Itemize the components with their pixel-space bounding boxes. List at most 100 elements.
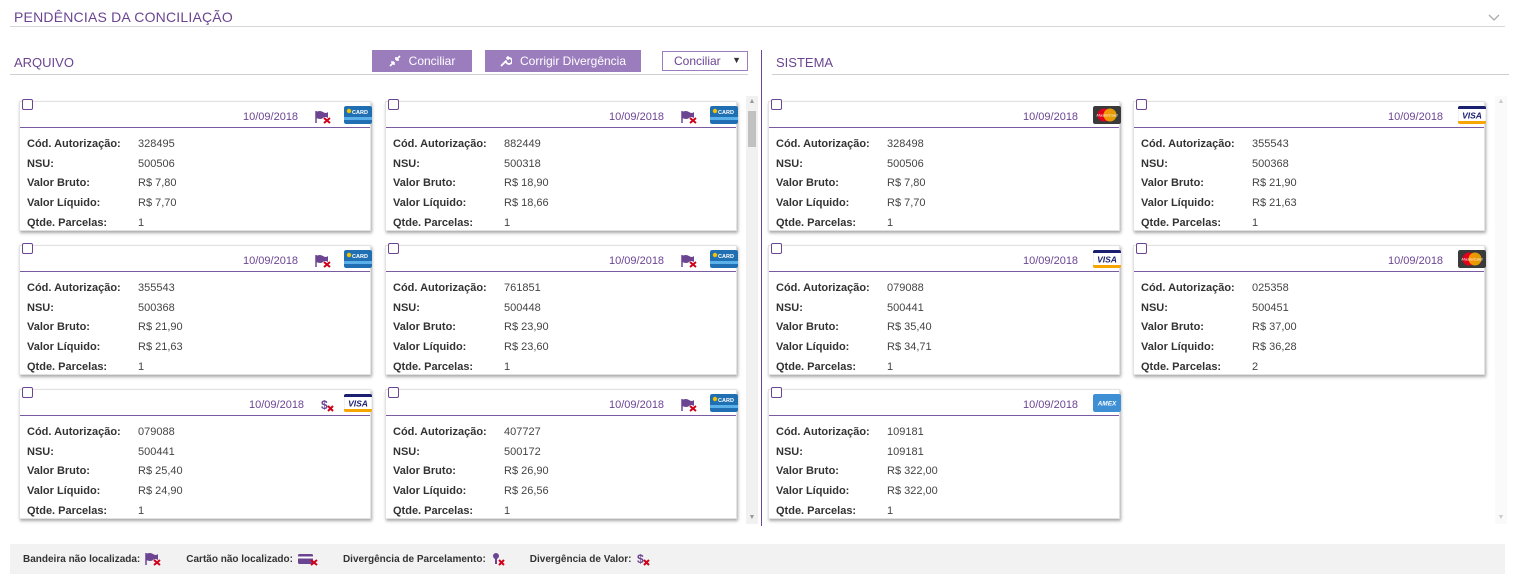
select-caret-icon: ▼ — [732, 55, 741, 65]
card-date: 10/09/2018 — [609, 111, 665, 123]
scroll-thumb[interactable] — [748, 111, 756, 147]
field-value-bruto: R$ 7,80 — [887, 177, 926, 190]
transaction-card[interactable]: 10/09/2018 MasterCard Cód. Autorização: 025… — [1133, 243, 1486, 377]
transaction-card[interactable]: 10/09/2018 CARD Cód. Autorização: 882449 NSU… — [385, 99, 738, 233]
transaction-card[interactable]: 10/09/2018 AMEX Cód. Autorização: 109181 NSU… — [768, 387, 1121, 521]
transaction-card[interactable]: 10/09/2018 $ VISA Cód. Autorização: 079088 NS… — [19, 387, 372, 519]
card-checkbox[interactable] — [1136, 99, 1147, 110]
card-row-nsu: NSU: 500451 — [1141, 298, 1478, 318]
card-row-autorizacao: Cód. Autorização: 761851 — [393, 278, 730, 298]
scroll-down-icon[interactable]: ▼ — [1497, 514, 1505, 521]
scroll-up-icon[interactable]: ▲ — [1497, 98, 1505, 105]
card-row-bruto: Valor Bruto: R$ 18,90 — [393, 174, 730, 194]
field-value-nsu: 109181 — [887, 445, 924, 458]
card-row-bruto: Valor Bruto: R$ 21,90 — [27, 318, 364, 338]
bandeira-nao-localizada-icon — [315, 255, 331, 268]
card-row-parcelas: Qtde. Parcelas: 1 — [393, 213, 730, 233]
card-checkbox[interactable] — [22, 99, 33, 110]
card-body: Cód. Autorização: 109181 NSU: 109181 Valor B… — [776, 422, 1113, 521]
field-value-nsu: 500448 — [504, 301, 541, 314]
card-checkbox[interactable] — [771, 387, 782, 398]
field-label: NSU: — [776, 301, 803, 314]
field-label: Qtde. Parcelas: — [1141, 361, 1222, 374]
transaction-card[interactable]: 10/09/2018 MasterCard Cód. Autorização: 328… — [768, 99, 1121, 231]
card-checkbox[interactable] — [388, 387, 399, 398]
corrigir-divergencia-label: Corrigir Divergência — [519, 54, 627, 68]
scroll-down-icon[interactable]: ▼ — [748, 514, 756, 521]
field-value-parcelas: 1 — [138, 361, 145, 374]
card-date: 10/09/2018 — [1388, 111, 1444, 123]
transaction-card[interactable]: 10/09/2018 VISA Cód. Autorização: 355543 NSU… — [1133, 99, 1486, 231]
svg-text:MasterCard: MasterCard — [1462, 257, 1484, 262]
field-value-nsu: 500172 — [504, 445, 541, 458]
card-date: 10/09/2018 — [1023, 111, 1079, 123]
action-select[interactable]: Conciliar ▼ — [662, 51, 748, 71]
card-row-parcelas: Qtde. Parcelas: 1 — [776, 357, 1113, 377]
card-checkbox[interactable] — [771, 243, 782, 254]
card-row-liquido: Valor Líquido: R$ 23,60 — [393, 337, 730, 357]
card-checkbox[interactable] — [388, 243, 399, 254]
field-label: Cód. Autorização: — [27, 425, 121, 438]
field-label: Qtde. Parcelas: — [393, 217, 474, 230]
field-label: NSU: — [393, 445, 420, 458]
card-row-nsu: NSU: 500172 — [393, 442, 730, 462]
card-header: 10/09/2018 MasterCard — [1134, 243, 1486, 272]
card-checkbox[interactable] — [1136, 243, 1147, 254]
card-row-bruto: Valor Bruto: R$ 322,00 — [776, 462, 1113, 482]
visa-brand-icon: VISA — [1458, 106, 1486, 124]
field-value-bruto: R$ 25,40 — [138, 465, 183, 478]
field-value-liquido: R$ 18,66 — [504, 197, 549, 210]
corrigir-divergencia-button[interactable]: Corrigir Divergência — [485, 50, 641, 72]
field-value-parcelas: 2 — [1252, 361, 1259, 374]
card-body: Cód. Autorização: 328495 NSU: 500506 Valor B… — [27, 134, 364, 233]
page-title: PENDÊNCIAS DA CONCILIAÇÃO — [14, 9, 233, 25]
card-brand-icon: CARD — [710, 250, 738, 268]
mastercard-brand-icon: MasterCard — [1458, 250, 1486, 268]
field-label: Cód. Autorização: — [27, 137, 121, 150]
field-value-parcelas: 1 — [138, 217, 145, 230]
transaction-card[interactable]: 10/09/2018 CARD Cód. Autorização: 328495 NSU… — [19, 99, 372, 233]
card-checkbox[interactable] — [22, 243, 33, 254]
card-row-nsu: NSU: 500441 — [776, 298, 1113, 318]
field-label: Qtde. Parcelas: — [393, 505, 474, 518]
chevron-down-icon[interactable] — [1487, 10, 1501, 24]
card-row-parcelas: Qtde. Parcelas: 1 — [27, 213, 364, 233]
field-label: NSU: — [776, 157, 803, 170]
card-checkbox[interactable] — [22, 387, 33, 398]
transaction-card[interactable]: 10/09/2018 CARD Cód. Autorização: 407727 NSU… — [385, 387, 738, 521]
card-header: 10/09/2018 CARD — [386, 99, 738, 128]
field-label: Cód. Autorização: — [393, 425, 487, 438]
card-row-bruto: Valor Bruto: R$ 21,90 — [1141, 174, 1478, 194]
card-row-autorizacao: Cód. Autorização: 407727 — [393, 422, 730, 442]
card-row-autorizacao: Cód. Autorização: 355543 — [27, 278, 364, 298]
card-row-parcelas: Qtde. Parcelas: 1 — [393, 357, 730, 377]
transaction-card[interactable]: 10/09/2018 VISA Cód. Autorização: 079088 NSU… — [768, 243, 1121, 377]
field-value-autorizacao: 079088 — [138, 425, 175, 438]
card-date: 10/09/2018 — [1388, 255, 1444, 267]
field-label: Qtde. Parcelas: — [27, 505, 108, 518]
arquivo-scrollbar[interactable]: ▲ ▼ — [746, 96, 758, 524]
transaction-card[interactable]: 10/09/2018 CARD Cód. Autorização: 761851 NSU… — [385, 243, 738, 377]
field-label: Valor Líquido: — [776, 197, 850, 210]
card-row-nsu: NSU: 500441 — [27, 442, 364, 462]
card-checkbox[interactable] — [388, 99, 399, 110]
card-checkbox[interactable] — [771, 99, 782, 110]
scroll-up-icon[interactable]: ▲ — [748, 98, 756, 105]
transaction-card[interactable]: 10/09/2018 CARD Cód. Autorização: 355543 NSU… — [19, 243, 372, 377]
title-divider — [10, 26, 1505, 27]
card-body: Cód. Autorização: 407727 NSU: 500172 Valor B… — [393, 422, 730, 521]
field-label: Valor Bruto: — [27, 321, 90, 334]
card-row-liquido: Valor Líquido: R$ 36,28 — [1141, 337, 1478, 357]
field-label: Valor Líquido: — [1141, 197, 1215, 210]
conciliar-button[interactable]: Conciliar — [372, 50, 472, 72]
card-row-bruto: Valor Bruto: R$ 26,90 — [393, 462, 730, 482]
field-label: NSU: — [1141, 157, 1168, 170]
card-row-liquido: Valor Líquido: R$ 24,90 — [27, 481, 364, 501]
field-label: Valor Bruto: — [393, 321, 456, 334]
card-body: Cód. Autorização: 025358 NSU: 500451 Valor B… — [1141, 278, 1478, 377]
card-row-parcelas: Qtde. Parcelas: 1 — [27, 357, 364, 377]
field-label: Cód. Autorização: — [776, 281, 870, 294]
svg-text:MasterCard: MasterCard — [1097, 113, 1119, 118]
card-header: 10/09/2018 CARD — [386, 387, 738, 416]
sistema-scrollbar[interactable]: ▲ ▼ — [1495, 96, 1507, 524]
